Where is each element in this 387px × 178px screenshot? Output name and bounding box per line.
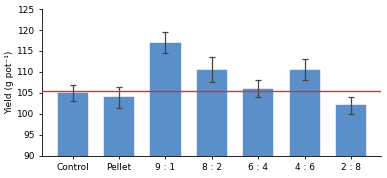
Bar: [243, 89, 273, 178]
Y-axis label: Yield (g pot⁻¹): Yield (g pot⁻¹): [5, 51, 15, 114]
Bar: [104, 97, 134, 178]
Bar: [151, 43, 180, 178]
Bar: [289, 70, 320, 178]
Bar: [336, 106, 366, 178]
Bar: [197, 70, 227, 178]
Bar: [58, 93, 88, 178]
